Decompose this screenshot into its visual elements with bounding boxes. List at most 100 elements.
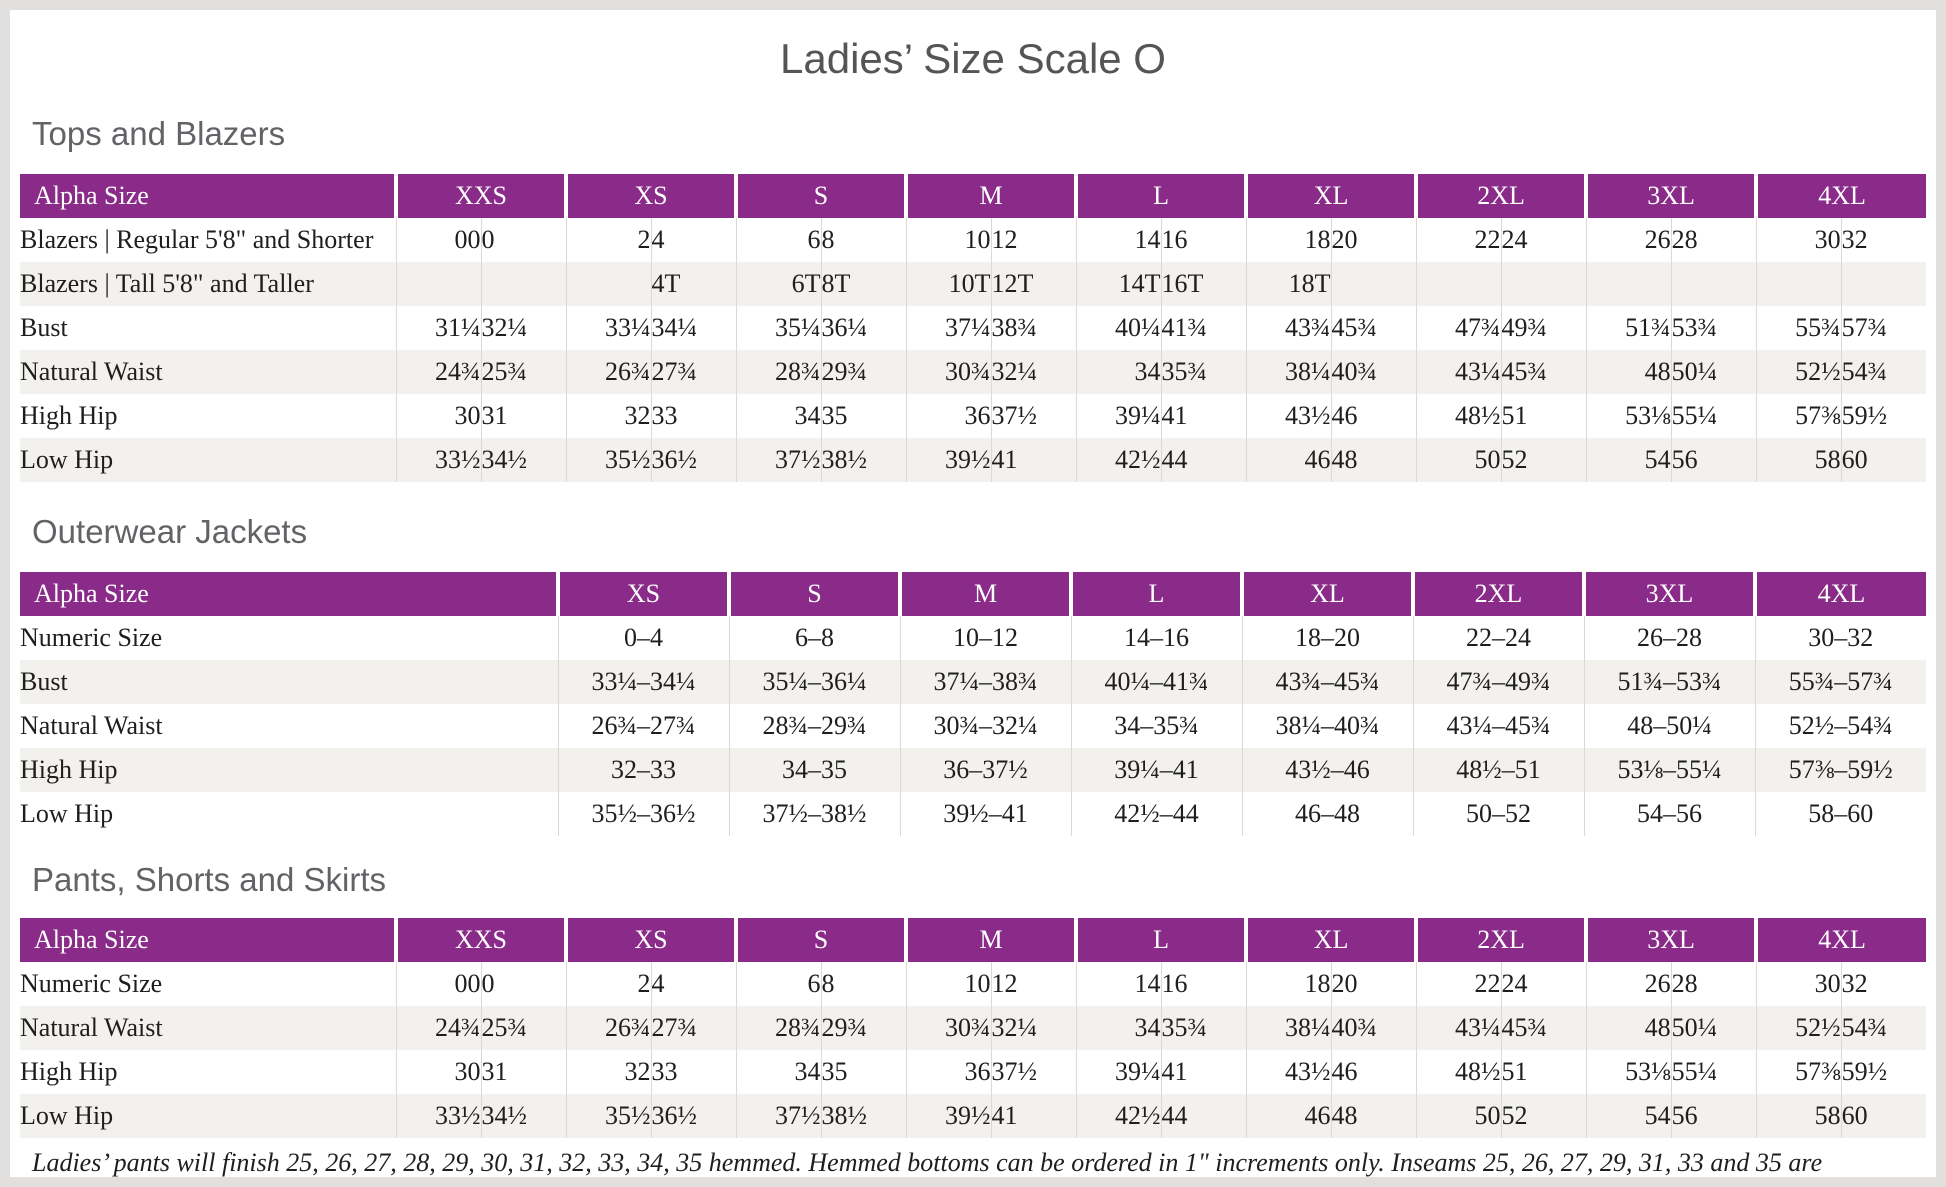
row-label: Blazers | Regular 5'8" and Shorter — [20, 225, 374, 254]
outerwear-jackets-table-container: Alpha Size XS S M L XL 2XL 3XL 4XL Numeric Size 0–… — [10, 572, 1936, 836]
size-value: 51 — [1500, 394, 1587, 438]
table-row: Low Hip 35½–36½ 37½–38½ 39½–41 42½–44 46–48 50… — [20, 792, 1926, 836]
size-value: 58 — [1755, 1094, 1842, 1138]
column-header-m: M — [904, 174, 1077, 218]
size-value: 43¼ — [1415, 350, 1502, 394]
size-value: 50 — [1415, 1094, 1502, 1138]
size-value: 34¼ — [650, 306, 737, 350]
column-header-2xl: 2XL — [1414, 918, 1587, 962]
size-value: 20 — [1330, 962, 1417, 1006]
size-range-value: 39¼–41 — [1070, 748, 1242, 792]
size-value: 14 — [1075, 962, 1162, 1006]
size-value: 50¼ — [1670, 350, 1757, 394]
size-range-value: 26–28 — [1583, 616, 1755, 660]
size-value: 38½ — [820, 1094, 907, 1138]
size-value: 6 — [735, 962, 822, 1006]
size-range-value: 30–32 — [1754, 616, 1926, 660]
size-value: 6T — [735, 262, 822, 306]
size-value: 34 — [1075, 1006, 1162, 1050]
table-row: Bust 31¼ 32¼ 33¼ 34¼ 35¼ 36¼ 37¼ 38¾ 40¼ 41¾ 43¾ 45¾… — [20, 306, 1927, 350]
size-value: 8T — [820, 262, 907, 306]
size-value: 29¾ — [820, 1006, 907, 1050]
size-value: 48½ — [1415, 1050, 1502, 1094]
size-value: 30 — [395, 394, 481, 438]
size-value: 32¼ — [990, 350, 1077, 394]
size-value: 24¾ — [395, 1006, 481, 1050]
table-row: Low Hip 33½ 34½ 35½ 36½ 37½ 38½ 39½ 41 42½ 44 46 48 5… — [20, 1094, 1927, 1138]
column-header-s: S — [734, 174, 907, 218]
size-value: 45¾ — [1500, 350, 1587, 394]
size-value: 31¼ — [395, 306, 481, 350]
size-value — [1840, 262, 1927, 306]
tops-and-blazers-table: Alpha Size XXS XS S M L XL 2XL 3XL 4XL Blazers | R… — [20, 174, 1927, 482]
size-value: 8 — [820, 962, 907, 1006]
size-value: 41 — [1160, 394, 1247, 438]
column-header-4xl: 4XL — [1754, 918, 1927, 962]
alpha-size-header: Alpha Size — [20, 918, 396, 962]
size-value: 30 — [1755, 962, 1842, 1006]
row-label: Natural Waist — [20, 350, 396, 394]
size-value: 53⅛ — [1585, 394, 1672, 438]
header-row: Alpha Size XS S M L XL 2XL 3XL 4XL — [20, 572, 1926, 616]
size-value: 36¼ — [820, 306, 907, 350]
size-value: 28 — [1670, 962, 1757, 1006]
size-range-value: 48–50¼ — [1583, 704, 1755, 748]
column-header-xs: XS — [564, 174, 737, 218]
size-value: 39¼ — [1075, 394, 1162, 438]
size-range-value: 43¾–45¾ — [1241, 660, 1413, 704]
size-range-value: 38¼–40¾ — [1241, 704, 1413, 748]
size-value: 28¾ — [735, 350, 822, 394]
size-value: 33½ — [395, 1094, 481, 1138]
size-range-value: 33¼–34¼ — [557, 660, 729, 704]
size-value: 48 — [1330, 438, 1417, 482]
column-header-2xl: 2XL — [1411, 572, 1584, 616]
size-range-value: 58–60 — [1754, 792, 1926, 836]
size-value: 00 — [395, 962, 481, 1006]
size-value: 41¾ — [1160, 306, 1247, 350]
size-value: 34 — [735, 394, 822, 438]
size-value: 32¼ — [990, 1006, 1077, 1050]
size-value: 52½ — [1755, 1006, 1842, 1050]
size-value: 4T — [650, 262, 737, 306]
size-range-value: 35½–36½ — [557, 792, 729, 836]
size-value: 39½ — [905, 438, 992, 482]
size-value: 25¾ — [480, 350, 567, 394]
row-label: Numeric Size — [20, 623, 163, 652]
size-value: 27¾ — [650, 1006, 737, 1050]
size-value: 2 — [565, 962, 652, 1006]
column-header-xl: XL — [1244, 918, 1417, 962]
size-value: 27¾ — [650, 350, 737, 394]
size-value: 16 — [1160, 962, 1247, 1006]
size-value: 54 — [1585, 1094, 1672, 1138]
size-value: 4 — [650, 962, 737, 1006]
size-range-value: 37¼–38¾ — [899, 660, 1071, 704]
size-range-value: 26¾–27¾ — [557, 704, 729, 748]
size-value: 41 — [990, 1094, 1077, 1138]
row-label: Bust — [20, 660, 558, 704]
size-value: 30¾ — [905, 1006, 992, 1050]
section-title-pants-shorts-skirts: Pants, Shorts and Skirts — [32, 861, 386, 898]
size-value: 45¾ — [1330, 306, 1417, 350]
table-row: High Hip 30 31 32 33 34 35 36 37½ 39¼ 41 43½ 46 48½ 51… — [20, 394, 1927, 438]
size-value: 32 — [1840, 218, 1927, 262]
size-value: 40¾ — [1330, 350, 1417, 394]
row-label: Bust — [20, 313, 68, 342]
size-value: 14 — [1075, 218, 1162, 262]
size-value: 32 — [1840, 962, 1927, 1006]
size-value: 4 — [650, 218, 737, 262]
size-value: 36½ — [650, 438, 737, 482]
size-value: 35¾ — [1160, 1006, 1247, 1050]
row-label: Low Hip — [20, 799, 114, 828]
footnote: Ladies’ pants will finish 25, 26, 27, 28… — [32, 1148, 1823, 1177]
size-value — [565, 262, 652, 306]
size-value: 35 — [820, 394, 907, 438]
column-header-xs: XS — [556, 572, 729, 616]
size-value: 10 — [905, 218, 992, 262]
size-value: 60 — [1840, 438, 1927, 482]
size-value: 24¾ — [395, 350, 481, 394]
size-value: 44 — [1160, 1094, 1247, 1138]
size-value — [480, 262, 567, 306]
size-value: 55¼ — [1670, 394, 1757, 438]
size-value: 45¾ — [1500, 1006, 1587, 1050]
